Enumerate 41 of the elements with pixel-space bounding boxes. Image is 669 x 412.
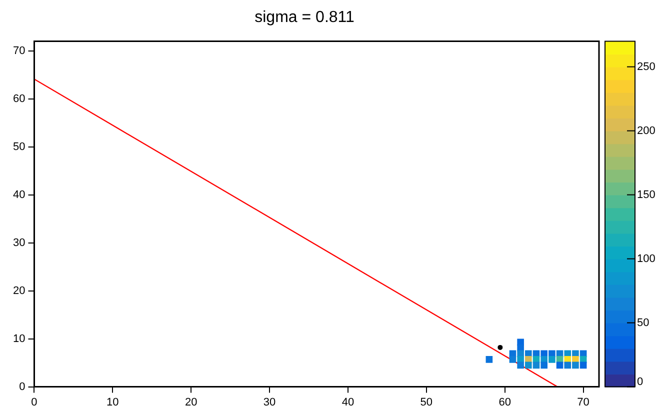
chart-title: sigma = 0.811 — [254, 9, 354, 26]
point — [532, 362, 540, 369]
color-bar-label: 0 — [637, 376, 644, 388]
x-tick-label: 50 — [420, 396, 433, 408]
point — [486, 356, 493, 363]
x-tick-label: 0 — [31, 396, 38, 408]
point — [580, 362, 587, 369]
point — [540, 362, 548, 369]
y-tick-label: 70 — [12, 44, 26, 57]
y-tick-label: 40 — [12, 188, 26, 201]
color-bar-label: 100 — [637, 252, 656, 265]
y-tick-label: 60 — [12, 92, 26, 105]
point — [525, 362, 532, 369]
y-tick-label: 30 — [12, 236, 26, 249]
point — [498, 344, 503, 350]
point — [509, 356, 516, 363]
point — [564, 356, 572, 363]
point — [517, 344, 524, 352]
point — [517, 362, 524, 369]
x-tick-label: 30 — [263, 396, 276, 408]
y-tick-label: 50 — [12, 140, 26, 153]
color-bar-label: 150 — [637, 188, 656, 201]
point — [517, 356, 524, 363]
point — [556, 362, 564, 369]
x-tick-label: 60 — [498, 396, 511, 408]
color-bar-label: 250 — [637, 60, 656, 73]
x-tick-label: 40 — [342, 396, 354, 408]
y-tick-label: 20 — [12, 284, 26, 297]
x-tick-label: 20 — [184, 396, 198, 408]
y-tick-label: 10 — [12, 332, 26, 345]
x-tick-label: 10 — [106, 396, 119, 408]
point — [572, 356, 579, 363]
color-bar-label: 50 — [637, 316, 650, 329]
point — [540, 356, 548, 363]
point — [525, 356, 532, 363]
y-tick-label: 0 — [19, 380, 26, 393]
x-tick-label: 70 — [577, 396, 590, 408]
point — [564, 362, 572, 369]
color-bar-label: 200 — [637, 124, 656, 137]
point — [572, 362, 579, 369]
point — [548, 356, 556, 363]
